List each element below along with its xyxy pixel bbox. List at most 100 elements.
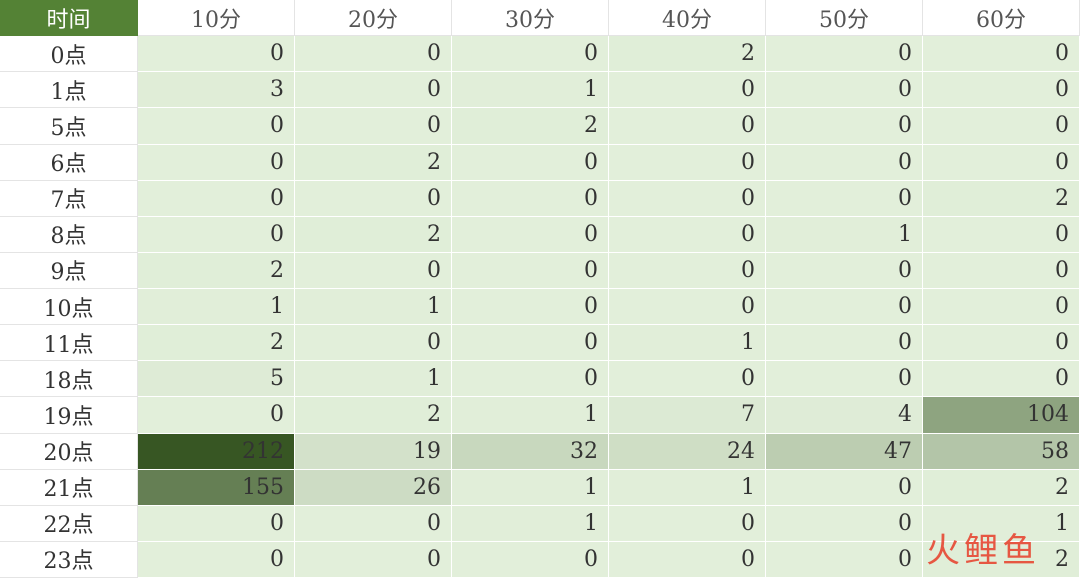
value-cell: 212 [138,433,295,470]
value-cell: 1 [766,216,923,253]
value-cell: 7 [609,397,766,434]
value-cell: 0 [766,505,923,542]
value-cell: 2 [452,108,609,145]
value-cell: 0 [452,325,609,362]
row-label: 1点 [0,72,138,109]
row-label: 21点 [0,469,138,506]
value-cell: 0 [452,252,609,289]
value-cell: 0 [295,108,452,145]
value-cell: 0 [609,72,766,109]
value-cell: 1 [452,505,609,542]
column-header: 50分 [766,0,923,37]
row-label: 7点 [0,180,138,217]
value-cell: 0 [609,144,766,181]
column-header: 10分 [138,0,295,37]
row-label: 19点 [0,397,138,434]
value-cell: 0 [138,505,295,542]
row-label: 10点 [0,289,138,326]
value-cell: 0 [923,144,1080,181]
value-cell: 0 [452,36,609,73]
row-label: 5点 [0,108,138,145]
value-cell: 3 [138,72,295,109]
value-cell: 24 [609,433,766,470]
column-header: 20分 [295,0,452,37]
value-cell: 1 [138,289,295,326]
value-cell: 2 [138,325,295,362]
value-cell: 0 [923,36,1080,73]
value-cell: 1 [609,325,766,362]
value-cell: 0 [609,216,766,253]
value-cell: 0 [452,216,609,253]
value-cell: 0 [295,36,452,73]
value-cell: 2 [295,397,452,434]
value-cell: 0 [138,108,295,145]
value-cell: 0 [609,289,766,326]
value-cell: 104 [923,397,1080,434]
value-cell: 0 [766,72,923,109]
row-label: 22点 [0,505,138,542]
value-cell: 0 [295,541,452,578]
value-cell: 0 [138,180,295,217]
column-header: 60分 [923,0,1080,37]
value-cell: 0 [923,108,1080,145]
value-cell: 0 [609,108,766,145]
value-cell: 0 [766,469,923,506]
value-cell: 0 [923,361,1080,398]
value-cell: 0 [138,541,295,578]
value-cell: 2 [295,216,452,253]
column-header: 30分 [452,0,609,37]
value-cell: 0 [609,252,766,289]
value-cell: 0 [609,505,766,542]
value-cell: 0 [452,144,609,181]
value-cell: 0 [766,252,923,289]
row-label: 6点 [0,144,138,181]
value-cell: 0 [766,541,923,578]
row-label: 23点 [0,541,138,578]
value-cell: 0 [923,289,1080,326]
row-label: 8点 [0,216,138,253]
value-cell: 1 [452,397,609,434]
value-cell: 2 [923,541,1080,578]
value-cell: 0 [923,325,1080,362]
value-cell: 0 [452,180,609,217]
value-cell: 2 [295,144,452,181]
value-cell: 0 [295,325,452,362]
value-cell: 1 [295,361,452,398]
value-cell: 32 [452,433,609,470]
value-cell: 0 [609,541,766,578]
value-cell: 0 [609,180,766,217]
row-label: 9点 [0,252,138,289]
value-cell: 0 [766,108,923,145]
value-cell: 2 [923,469,1080,506]
value-cell: 155 [138,469,295,506]
row-label: 20点 [0,433,138,470]
value-cell: 1 [452,469,609,506]
value-cell: 2 [609,36,766,73]
column-header: 时间 [0,0,138,37]
value-cell: 47 [766,433,923,470]
value-cell: 1 [295,289,452,326]
value-cell: 26 [295,469,452,506]
value-cell: 0 [138,36,295,73]
value-cell: 0 [609,361,766,398]
column-header: 40分 [609,0,766,37]
value-cell: 4 [766,397,923,434]
value-cell: 0 [295,180,452,217]
value-cell: 0 [766,325,923,362]
value-cell: 0 [923,252,1080,289]
value-cell: 0 [295,72,452,109]
row-label: 0点 [0,36,138,73]
value-cell: 0 [295,505,452,542]
value-cell: 0 [452,289,609,326]
value-cell: 1 [609,469,766,506]
value-cell: 0 [766,289,923,326]
value-cell: 0 [452,541,609,578]
value-cell: 0 [295,252,452,289]
value-cell: 19 [295,433,452,470]
value-cell: 0 [923,216,1080,253]
value-cell: 1 [452,72,609,109]
value-cell: 1 [923,505,1080,542]
value-cell: 0 [766,36,923,73]
value-cell: 0 [452,361,609,398]
